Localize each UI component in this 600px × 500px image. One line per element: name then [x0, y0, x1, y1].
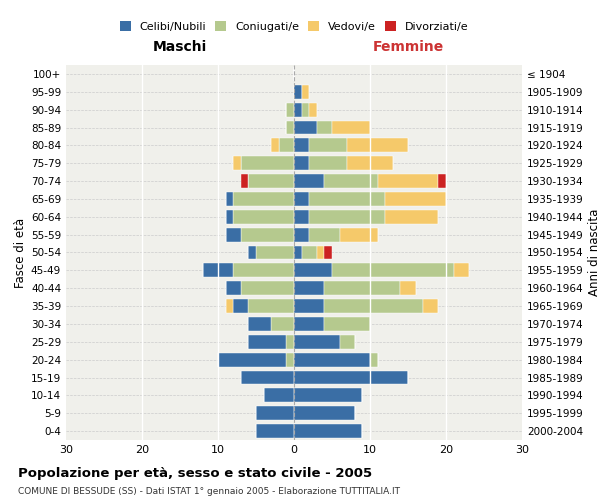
Text: COMUNE DI BESSUDE (SS) - Dati ISTAT 1° gennaio 2005 - Elaborazione TUTTITALIA.IT: COMUNE DI BESSUDE (SS) - Dati ISTAT 1° g…	[18, 488, 400, 496]
Bar	[325, 246, 332, 260]
Bar	[302, 102, 309, 117]
Bar	[377, 174, 439, 188]
Bar	[325, 174, 377, 188]
Bar	[309, 192, 385, 206]
Bar	[248, 174, 294, 188]
Bar	[294, 299, 325, 313]
Bar	[286, 352, 294, 366]
Bar	[256, 424, 294, 438]
Bar	[248, 335, 286, 349]
Bar	[325, 317, 370, 331]
Bar	[294, 335, 340, 349]
Bar	[400, 281, 416, 295]
Bar	[294, 192, 309, 206]
Bar	[286, 120, 294, 134]
Bar	[294, 138, 309, 152]
Bar	[241, 370, 294, 384]
Bar	[248, 317, 271, 331]
Bar	[347, 138, 408, 152]
Bar	[294, 156, 309, 170]
Bar	[294, 352, 370, 366]
Bar	[317, 120, 332, 134]
Bar	[423, 299, 439, 313]
Bar	[294, 388, 362, 402]
Bar	[256, 406, 294, 420]
Bar	[294, 210, 309, 224]
Bar	[226, 210, 233, 224]
Bar	[271, 138, 279, 152]
Bar	[325, 281, 400, 295]
Bar	[294, 370, 408, 384]
Text: Femmine: Femmine	[373, 40, 443, 54]
Bar	[233, 299, 248, 313]
Bar	[340, 335, 355, 349]
Bar	[325, 299, 423, 313]
Text: Maschi: Maschi	[153, 40, 207, 54]
Legend: Celibi/Nubili, Coniugati/e, Vedovi/e, Divorziati/e: Celibi/Nubili, Coniugati/e, Vedovi/e, Di…	[116, 18, 472, 35]
Bar	[233, 156, 241, 170]
Bar	[317, 246, 325, 260]
Bar	[309, 210, 385, 224]
Bar	[286, 335, 294, 349]
Bar	[233, 192, 294, 206]
Bar	[294, 85, 302, 99]
Bar	[294, 174, 325, 188]
Bar	[302, 85, 309, 99]
Bar	[233, 210, 294, 224]
Y-axis label: Fasce di età: Fasce di età	[14, 218, 27, 288]
Y-axis label: Anni di nascita: Anni di nascita	[588, 209, 600, 296]
Bar	[385, 192, 446, 206]
Bar	[241, 174, 248, 188]
Bar	[226, 281, 241, 295]
Bar	[294, 228, 309, 241]
Bar	[454, 264, 469, 278]
Bar	[294, 102, 302, 117]
Bar	[248, 299, 294, 313]
Bar	[294, 424, 362, 438]
Bar	[294, 246, 302, 260]
Bar	[271, 317, 294, 331]
Bar	[256, 246, 294, 260]
Bar	[294, 406, 355, 420]
Bar	[286, 102, 294, 117]
Bar	[248, 246, 256, 260]
Bar	[332, 120, 370, 134]
Bar	[241, 156, 294, 170]
Bar	[226, 299, 233, 313]
Bar	[294, 120, 317, 134]
Bar	[340, 228, 377, 241]
Bar	[439, 174, 446, 188]
Bar	[233, 264, 294, 278]
Bar	[309, 156, 347, 170]
Bar	[385, 210, 439, 224]
Bar	[203, 264, 233, 278]
Bar	[309, 102, 317, 117]
Bar	[302, 246, 317, 260]
Text: Popolazione per età, sesso e stato civile - 2005: Popolazione per età, sesso e stato civil…	[18, 468, 372, 480]
Bar	[241, 228, 294, 241]
Bar	[370, 352, 377, 366]
Bar	[279, 138, 294, 152]
Bar	[226, 228, 241, 241]
Bar	[226, 192, 233, 206]
Bar	[294, 317, 325, 331]
Bar	[241, 281, 294, 295]
Bar	[309, 138, 347, 152]
Bar	[347, 156, 393, 170]
Bar	[332, 264, 454, 278]
Bar	[294, 264, 332, 278]
Bar	[294, 281, 325, 295]
Bar	[263, 388, 294, 402]
Bar	[309, 228, 340, 241]
Bar	[218, 352, 286, 366]
